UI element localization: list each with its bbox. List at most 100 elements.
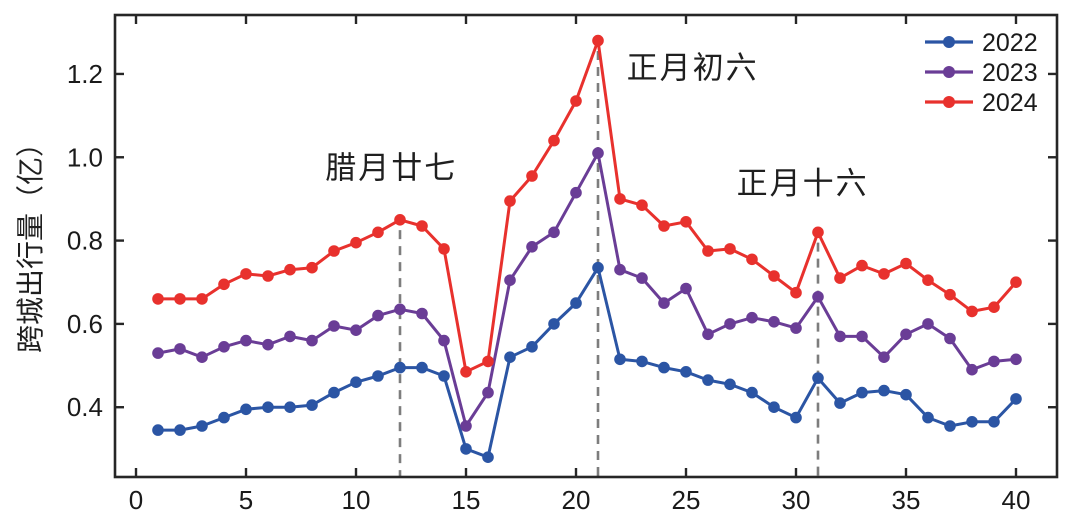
data-point-2022 — [394, 361, 406, 374]
annotation-label: 正月初六 — [627, 51, 759, 86]
data-point-2022 — [218, 411, 230, 424]
x-tick-label: 35 — [892, 485, 921, 515]
data-point-2024 — [746, 253, 758, 266]
data-point-2024 — [240, 268, 252, 280]
data-point-2024 — [966, 305, 978, 318]
data-point-2024 — [218, 278, 230, 291]
legend-label-2023: 2023 — [982, 59, 1038, 87]
data-point-2022 — [240, 403, 252, 416]
data-point-2023 — [834, 330, 846, 343]
data-point-2024 — [284, 263, 296, 276]
data-point-2022 — [988, 416, 1000, 428]
data-point-2023 — [438, 334, 450, 347]
y-axis-title: 跨城出行量（亿） — [15, 129, 46, 353]
data-point-2022 — [658, 361, 670, 374]
data-point-2023 — [1010, 353, 1022, 366]
data-point-2023 — [724, 318, 736, 330]
data-point-2024 — [174, 293, 186, 305]
data-point-2024 — [900, 257, 912, 270]
data-point-2024 — [548, 134, 560, 147]
data-point-2023 — [548, 226, 560, 239]
data-point-2022 — [526, 341, 538, 353]
y-tick-label: 0.6 — [67, 309, 103, 339]
data-point-2023 — [966, 363, 978, 376]
data-point-2023 — [482, 386, 494, 399]
data-point-2023 — [328, 320, 340, 332]
y-tick-label: 0.8 — [67, 226, 103, 256]
data-point-2022 — [724, 378, 736, 391]
data-point-2023 — [614, 263, 626, 276]
series-line-2024 — [156, 39, 1018, 374]
data-point-2024 — [394, 214, 406, 226]
data-point-2022 — [196, 420, 208, 432]
data-point-2024 — [416, 220, 428, 232]
data-point-2023 — [240, 334, 252, 347]
data-point-2024 — [152, 293, 164, 305]
data-point-2023 — [174, 343, 186, 355]
data-point-2023 — [702, 328, 714, 341]
annotation-label: 腊月廿七 — [325, 151, 457, 186]
data-point-2024 — [658, 220, 670, 232]
data-point-2023 — [350, 324, 362, 337]
data-point-2023 — [922, 318, 934, 330]
data-point-2022 — [284, 401, 296, 414]
plot-border — [113, 13, 1059, 479]
legend-label-2022: 2022 — [982, 29, 1038, 57]
data-point-2022 — [680, 366, 692, 378]
data-point-2023 — [262, 338, 274, 351]
data-point-2022 — [438, 370, 450, 382]
data-point-2022 — [856, 386, 868, 399]
data-point-2022 — [834, 397, 846, 409]
data-point-2022 — [636, 355, 648, 368]
series-line-2023 — [156, 151, 1018, 428]
data-point-2022 — [152, 424, 164, 436]
data-point-2023 — [746, 311, 758, 324]
data-point-2024 — [1010, 276, 1022, 289]
data-point-2023 — [790, 322, 802, 334]
data-point-2022 — [174, 424, 186, 436]
data-point-2024 — [526, 170, 538, 182]
data-point-2024 — [350, 236, 362, 249]
data-point-2022 — [548, 318, 560, 330]
data-point-2023 — [878, 351, 890, 364]
data-point-2023 — [856, 330, 868, 343]
x-tick-label: 20 — [562, 485, 591, 515]
data-point-2024 — [790, 286, 802, 299]
data-point-2022 — [768, 401, 780, 414]
data-point-2024 — [262, 270, 274, 282]
data-point-2022 — [944, 420, 956, 432]
data-point-2023 — [636, 272, 648, 284]
data-point-2022 — [262, 401, 274, 414]
x-tick-label: 40 — [1002, 485, 1031, 515]
data-point-2022 — [900, 388, 912, 401]
data-point-2023 — [812, 291, 824, 303]
data-point-2023 — [592, 147, 604, 159]
data-point-2024 — [570, 95, 582, 107]
y-tick-label: 1.0 — [67, 142, 103, 172]
y-tick-label: 0.4 — [67, 392, 103, 422]
data-point-2023 — [658, 297, 670, 309]
data-point-2022 — [812, 372, 824, 384]
annotation-label: 正月十六 — [737, 166, 869, 201]
data-point-2024 — [482, 355, 494, 368]
series-line-2022 — [156, 266, 1018, 459]
data-point-2024 — [460, 366, 472, 378]
data-point-2022 — [1010, 393, 1022, 405]
data-point-2022 — [372, 370, 384, 382]
data-point-2023 — [988, 355, 1000, 368]
data-point-2023 — [372, 309, 384, 322]
data-point-2023 — [570, 186, 582, 199]
data-point-2024 — [680, 216, 692, 228]
data-point-2024 — [768, 270, 780, 282]
data-point-2024 — [878, 268, 890, 280]
legend-marker-2022 — [943, 36, 955, 48]
data-point-2022 — [702, 374, 714, 386]
data-point-2023 — [460, 420, 472, 432]
data-point-2023 — [900, 328, 912, 341]
data-point-2024 — [988, 301, 1000, 314]
data-point-2024 — [504, 195, 516, 207]
data-point-2024 — [702, 245, 714, 257]
data-point-2023 — [196, 351, 208, 364]
